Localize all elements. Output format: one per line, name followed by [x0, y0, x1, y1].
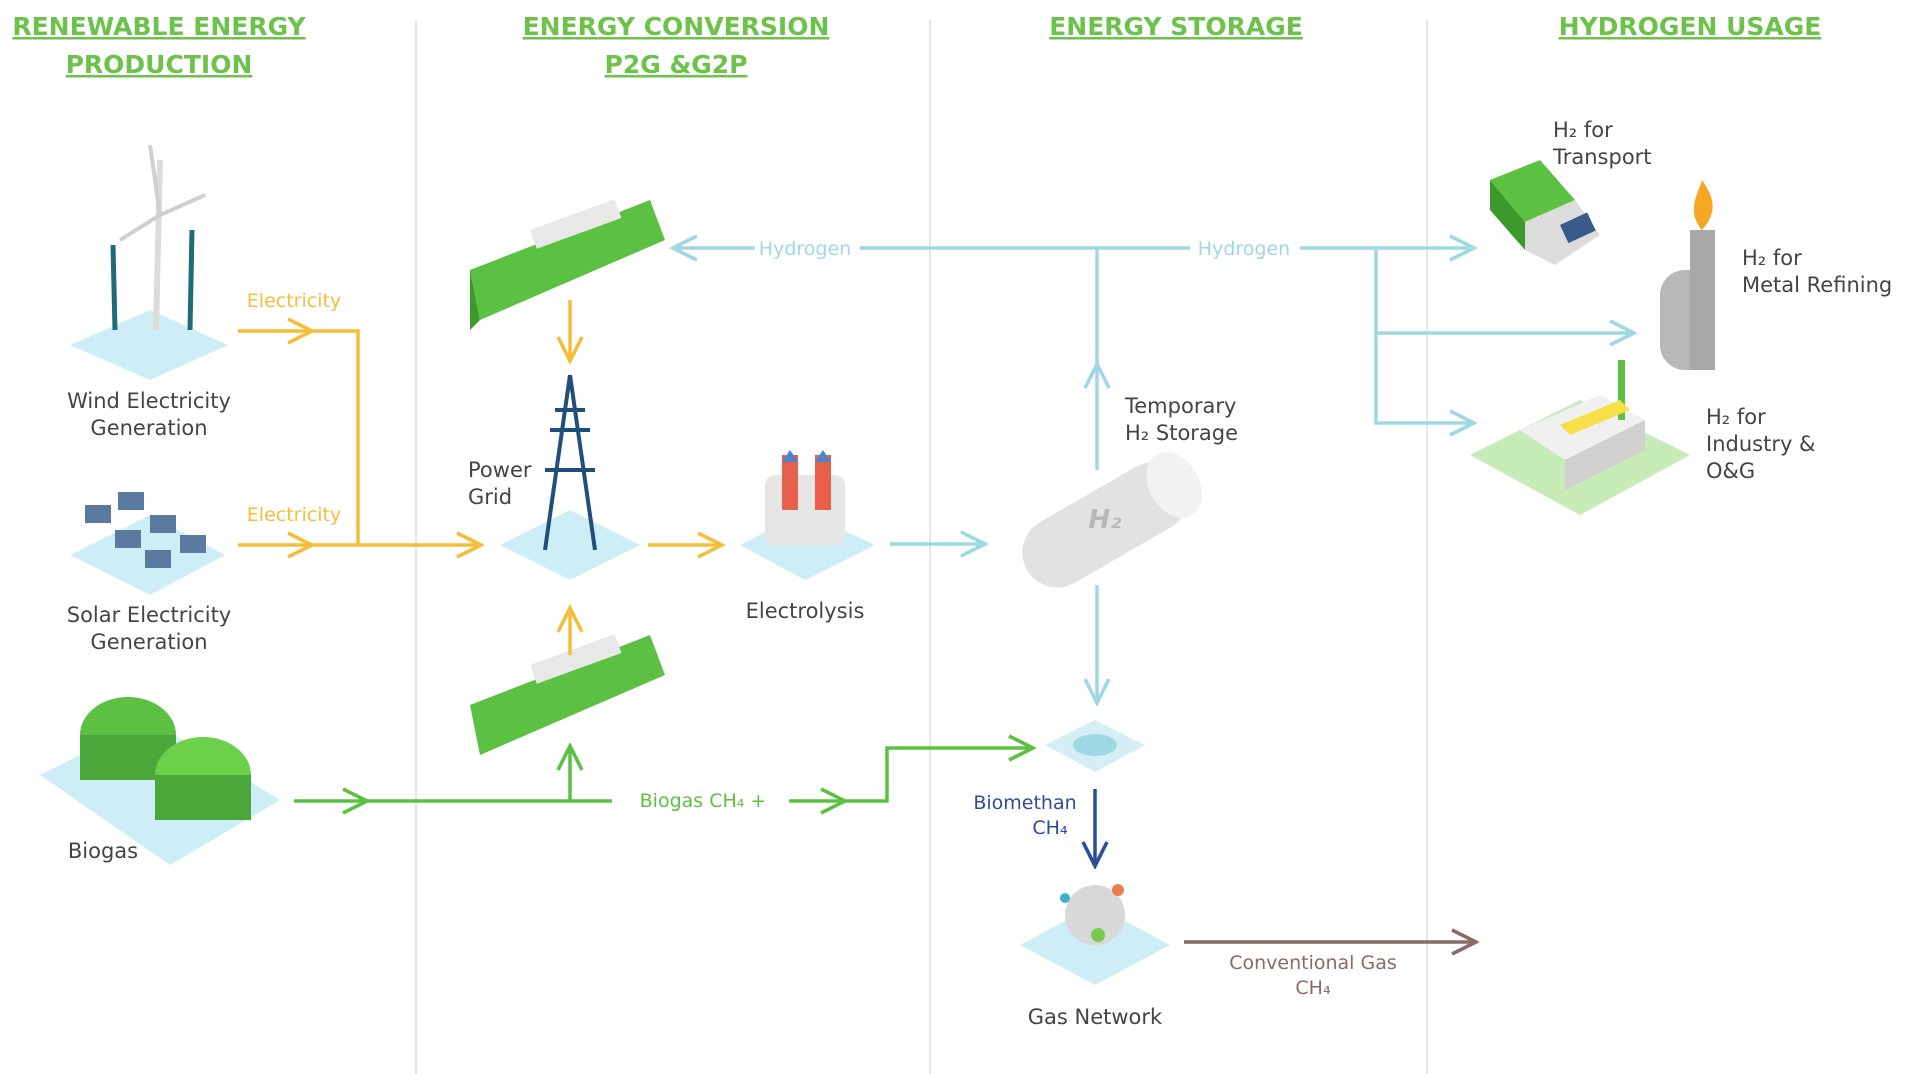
node-label: Wind Electricity Generation — [67, 389, 231, 440]
text-line: CH₄ — [1032, 817, 1068, 839]
text-line: Hydrogen — [759, 238, 851, 260]
text-line: H₂ for — [1553, 118, 1613, 142]
flow-label: Electricity — [247, 504, 341, 526]
text-line: Electricity — [247, 504, 341, 526]
text-line: H₂ for — [1742, 246, 1802, 270]
column-title: HYDROGEN USAGE — [1559, 12, 1822, 41]
column-title: RENEWABLE ENERGY PRODUCTION — [12, 12, 306, 79]
arrows — [238, 248, 1634, 942]
text-line: O&G — [1706, 459, 1755, 483]
node-label: Biogas — [68, 839, 138, 863]
text-line: ENERGY STORAGE — [1049, 12, 1303, 41]
node-label: Power Grid — [468, 458, 532, 509]
tank-label: H₂ — [1088, 505, 1122, 535]
node-label: H₂ for Transport — [1552, 118, 1652, 169]
text-line: Biomethan — [973, 792, 1076, 814]
text-line: H₂ for — [1706, 405, 1766, 429]
text-line: H₂ Storage — [1125, 421, 1238, 445]
flow-label: Hydrogen — [759, 238, 851, 260]
text-line: Solar Electricity — [67, 603, 232, 627]
text-line: Grid — [468, 485, 512, 509]
diagram: RENEWABLE ENERGY PRODUCTION ENERGY CONVER… — [0, 0, 1908, 1074]
text-line: HYDROGEN USAGE — [1559, 12, 1822, 41]
flow-label: Biogas CH₄ + — [640, 790, 767, 812]
text-line: Industry & — [1706, 432, 1815, 456]
text-line: CH₄ — [1295, 977, 1331, 999]
text-line: PRODUCTION — [66, 50, 253, 79]
text-line: Electrolysis — [746, 599, 865, 623]
text-line: Temporary — [1124, 394, 1236, 418]
node-label: H₂ for Industry & O&G — [1706, 405, 1815, 483]
flow-label: Conventional Gas CH₄ — [1229, 952, 1397, 999]
node-label: Solar Electricity Generation — [67, 603, 232, 654]
text-line: Electricity — [247, 290, 341, 312]
text-line: Power — [468, 458, 532, 482]
text-line: Biogas — [68, 839, 138, 863]
icons — [40, 145, 1715, 985]
node-label: Gas Network — [1028, 1005, 1163, 1029]
text-line: Generation — [90, 630, 207, 654]
text-line: Transport — [1552, 145, 1652, 169]
node-label: Electrolysis — [746, 599, 865, 623]
column-title: ENERGY CONVERSION P2G &G2P — [523, 12, 830, 79]
text-line: Generation — [90, 416, 207, 440]
text-line: Conventional Gas — [1229, 952, 1397, 974]
text-line: RENEWABLE ENERGY — [12, 12, 306, 41]
flow-label: Electricity — [247, 290, 341, 312]
node-label: Temporary H₂ Storage — [1124, 394, 1238, 445]
text-line: Wind Electricity — [67, 389, 231, 413]
text-line: Gas Network — [1028, 1005, 1163, 1029]
flow-label: Biomethan CH₄ — [973, 792, 1076, 839]
node-label: H₂ for Metal Refining — [1742, 246, 1892, 297]
text-line: Hydrogen — [1198, 238, 1290, 260]
text-line: P2G &G2P — [605, 50, 748, 79]
text-line: Biogas CH₄ + — [640, 790, 767, 812]
text-line: Metal Refining — [1742, 273, 1892, 297]
column-title: ENERGY STORAGE — [1049, 12, 1303, 41]
text-line: ENERGY CONVERSION — [523, 12, 830, 41]
flow-label: Hydrogen — [1198, 238, 1290, 260]
